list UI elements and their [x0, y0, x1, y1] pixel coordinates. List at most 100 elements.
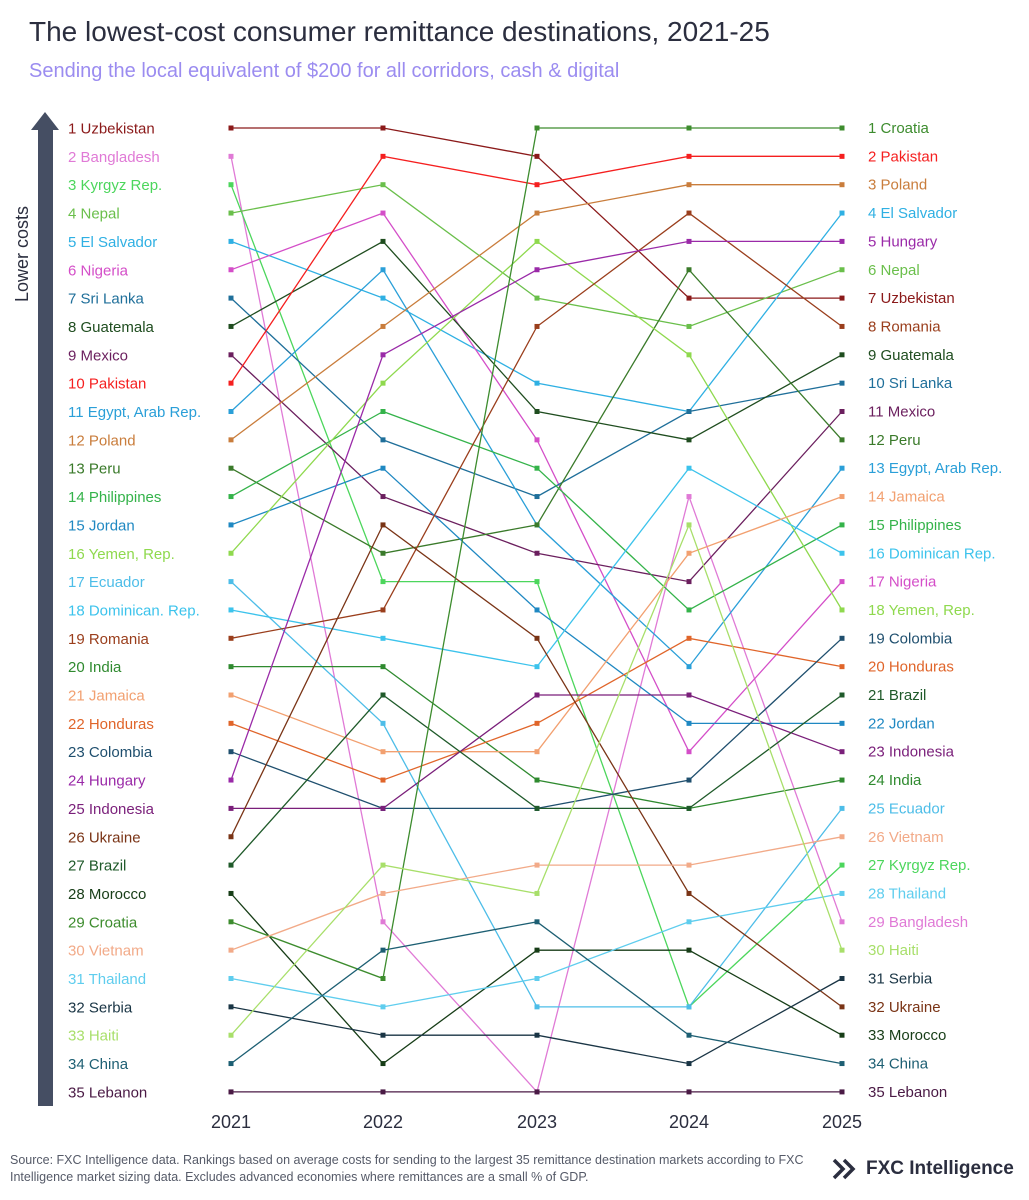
point-bangladesh-2024	[686, 494, 692, 500]
left-label-26-ukraine: 26 Ukraine	[68, 829, 141, 846]
right-label-35-lebanon: 35 Lebanon	[868, 1084, 947, 1101]
point-poland-2025	[839, 182, 845, 188]
point-ukraine-2022	[380, 522, 386, 528]
right-label-18-yemen-rep: 18 Yemen, Rep.	[868, 602, 975, 619]
point-el-salvador-2022	[380, 295, 386, 301]
point-lebanon-2023	[534, 1089, 540, 1095]
point-yemen-rep-2021	[228, 550, 234, 556]
right-label-9-guatemala: 9 Guatemala	[868, 347, 955, 364]
series-line-honduras	[230, 637, 843, 781]
point-guatemala-2023	[534, 409, 540, 414]
point-indonesia-2025	[839, 749, 845, 755]
right-label-31-serbia: 31 Serbia	[868, 971, 933, 988]
point-morocco-2023	[534, 947, 540, 953]
right-label-7-uzbekistan: 7 Uzbekistan	[868, 290, 955, 307]
right-label-24-india: 24 India	[868, 772, 922, 789]
right-label-5-hungary: 5 Hungary	[868, 233, 938, 250]
right-label-16-dominican-rep: 16 Dominican Rep.	[868, 545, 996, 562]
point-egypt-arab-rep-2021	[228, 409, 234, 414]
left-label-23-colombia: 23 Colombia	[68, 744, 153, 761]
point-croatia-2021	[228, 919, 234, 925]
point-honduras-2021	[228, 720, 234, 726]
left-rank-labels: 1 Uzbekistan 2 Bangladesh 3 Kyrgyz Rep. 4 N…	[68, 121, 201, 1102]
left-label-19-romania: 19 Romania	[68, 631, 150, 648]
point-philippines-2024	[686, 607, 692, 613]
left-label-28-morocco: 28 Morocco	[68, 886, 146, 903]
point-haiti-2024	[686, 522, 692, 528]
point-nepal-2025	[839, 267, 845, 273]
right-rank-labels: 1 Croatia 2 Pakistan 3 Poland 4 El Salvador…	[868, 120, 1002, 1101]
left-label-5-el-salvador: 5 El Salvador	[68, 234, 157, 251]
left-label-8-guatemala: 8 Guatemala	[68, 319, 155, 336]
point-nigeria-2023	[534, 437, 540, 443]
point-haiti-2025	[839, 947, 845, 953]
point-dominican-rep-2023	[534, 664, 540, 670]
point-haiti-2022	[380, 862, 386, 868]
point-china-2023	[534, 919, 540, 925]
point-jordan-2024	[686, 720, 692, 726]
right-label-8-romania: 8 Romania	[868, 318, 941, 335]
right-label-14-jamaica: 14 Jamaica	[868, 489, 945, 506]
point-egypt-arab-rep-2022	[380, 267, 386, 273]
point-bangladesh-2021	[228, 153, 234, 159]
x-tick-2022: 2022	[363, 1112, 403, 1132]
point-philippines-2025	[839, 522, 845, 528]
left-label-13-peru: 13 Peru	[68, 461, 121, 478]
right-label-6-nepal: 6 Nepal	[868, 262, 920, 279]
point-egypt-arab-rep-2025	[839, 465, 845, 471]
x-tick-2024: 2024	[669, 1112, 709, 1132]
left-label-2-bangladesh: 2 Bangladesh	[68, 149, 160, 166]
point-jamaica-2023	[534, 749, 540, 755]
point-honduras-2024	[686, 635, 692, 641]
point-peru-2021	[228, 465, 234, 471]
point-pakistan-2023	[534, 182, 540, 188]
point-indonesia-2023	[534, 692, 540, 698]
point-hungary-2023	[534, 267, 540, 273]
point-romania-2025	[839, 323, 845, 329]
point-honduras-2023	[534, 720, 540, 726]
x-tick-2025: 2025	[822, 1112, 862, 1132]
point-sri-lanka-2025	[839, 380, 845, 386]
point-yemen-rep-2024	[686, 352, 692, 358]
point-ecuador-2025	[839, 805, 845, 811]
point-ukraine-2024	[686, 890, 692, 896]
point-ecuador-2021	[228, 579, 234, 585]
point-morocco-2024	[686, 947, 692, 953]
series-line-kyrgyz-rep	[230, 184, 843, 1009]
point-hungary-2021	[228, 777, 234, 783]
point-guatemala-2022	[380, 238, 386, 244]
point-mexico-2025	[839, 409, 845, 414]
point-lebanon-2024	[686, 1089, 692, 1095]
point-dominican-rep-2022	[380, 635, 386, 641]
left-label-24-hungary: 24 Hungary	[68, 773, 146, 790]
point-egypt-arab-rep-2024	[686, 664, 692, 670]
right-label-28-thailand: 28 Thailand	[868, 885, 946, 902]
chart-title: The lowest-cost consumer remittance dest…	[29, 16, 770, 47]
left-label-29-croatia: 29 Croatia	[68, 914, 138, 931]
point-uzbekistan-2022	[380, 125, 386, 131]
right-label-12-peru: 12 Peru	[868, 432, 921, 449]
point-yemen-rep-2022	[380, 380, 386, 386]
point-croatia-2022	[380, 976, 386, 981]
point-india-2021	[228, 664, 234, 670]
right-label-4-el-salvador: 4 El Salvador	[868, 205, 957, 222]
point-jamaica-2025	[839, 494, 845, 500]
point-brazil-2024	[686, 805, 692, 811]
brand-name: FXC Intelligence	[866, 1158, 1014, 1179]
series-line-jamaica	[230, 495, 843, 753]
right-label-23-indonesia: 23 Indonesia	[868, 744, 955, 761]
point-dominican-rep-2025	[839, 550, 845, 556]
point-mexico-2023	[534, 550, 540, 556]
point-ecuador-2023	[534, 1004, 540, 1010]
y-axis-label: Lower costs	[12, 206, 32, 302]
point-el-salvador-2021	[228, 238, 234, 244]
point-hungary-2024	[686, 238, 692, 244]
left-label-30-vietnam: 30 Vietnam	[68, 943, 144, 960]
point-jordan-2021	[228, 522, 234, 528]
point-jamaica-2024	[686, 550, 692, 556]
point-china-2025	[839, 1061, 845, 1067]
point-colombia-2024	[686, 777, 692, 783]
right-label-25-ecuador: 25 Ecuador	[868, 800, 945, 817]
point-china-2022	[380, 947, 386, 953]
right-label-2-pakistan: 2 Pakistan	[868, 148, 938, 165]
